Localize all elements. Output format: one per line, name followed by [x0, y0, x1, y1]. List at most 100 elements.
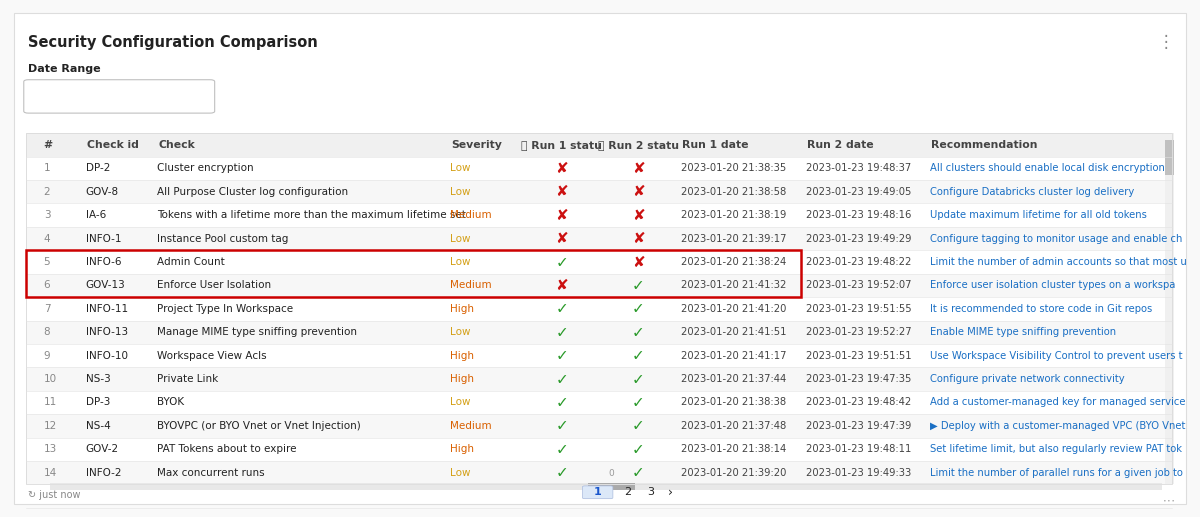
Text: Cluster encryption: Cluster encryption: [157, 163, 254, 173]
Text: 2023-01-23: 2023-01-23: [116, 92, 174, 101]
Text: ✓: ✓: [631, 465, 644, 480]
Text: ⚡: ⚡: [194, 92, 202, 101]
Text: 2023-01-20 21:38:38: 2023-01-20 21:38:38: [680, 398, 786, 407]
Text: Check: Check: [158, 140, 196, 150]
Text: Manage MIME type sniffing prevention: Manage MIME type sniffing prevention: [157, 327, 358, 337]
Text: #: #: [43, 140, 53, 150]
Text: 10: 10: [43, 374, 56, 384]
Text: 2023-01-23 19:51:51: 2023-01-23 19:51:51: [806, 351, 912, 361]
Text: ✓: ✓: [556, 301, 569, 316]
Text: ✓: ✓: [631, 372, 644, 387]
Text: DP-2: DP-2: [86, 163, 110, 173]
Text: 7: 7: [43, 304, 50, 314]
Text: ✘: ✘: [631, 231, 644, 246]
Text: 2023-01-23 19:51:55: 2023-01-23 19:51:55: [806, 304, 912, 314]
Text: ⓘ Run 2 statu: ⓘ Run 2 statu: [598, 140, 678, 150]
Text: ✘: ✘: [631, 161, 644, 176]
Text: Check id: Check id: [88, 140, 139, 150]
Text: ✘: ✘: [556, 184, 569, 199]
Text: Admin Count: Admin Count: [157, 257, 226, 267]
Text: 2023-01-23 19:47:39: 2023-01-23 19:47:39: [806, 421, 912, 431]
Text: Low: Low: [450, 187, 470, 197]
Text: 2023-01-20 21:37:48: 2023-01-20 21:37:48: [680, 421, 786, 431]
Text: ✓: ✓: [556, 325, 569, 340]
Text: GOV-8: GOV-8: [86, 187, 119, 197]
Text: ⋮: ⋮: [1157, 33, 1174, 51]
Bar: [26, 133, 1171, 157]
Bar: [26, 321, 1171, 344]
Text: PAT Tokens about to expire: PAT Tokens about to expire: [157, 444, 296, 454]
Text: Configure Databricks cluster log delivery: Configure Databricks cluster log deliver…: [930, 187, 1134, 197]
Text: Low: Low: [450, 327, 470, 337]
Text: IA-6: IA-6: [86, 210, 106, 220]
Text: Instance Pool custom tag: Instance Pool custom tag: [157, 234, 289, 244]
Text: Run 2 date: Run 2 date: [808, 140, 874, 150]
Text: 2023-01-20 21:38:19: 2023-01-20 21:38:19: [680, 210, 786, 220]
Text: ⓘ Run 1 statu: ⓘ Run 1 statu: [522, 140, 602, 150]
Bar: [26, 157, 1171, 180]
Text: Low: Low: [450, 398, 470, 407]
Text: ⋮: ⋮: [1158, 489, 1171, 501]
Bar: [26, 414, 1171, 437]
Text: Security Configuration Comparison: Security Configuration Comparison: [29, 35, 318, 50]
Bar: [26, 180, 1171, 204]
Text: 2023-01-20 21:38:58: 2023-01-20 21:38:58: [680, 187, 786, 197]
Bar: [26, 227, 1171, 250]
Text: 4: 4: [43, 234, 50, 244]
Text: 8: 8: [43, 327, 50, 337]
Text: 2023-01-20 21:38:35: 2023-01-20 21:38:35: [680, 163, 786, 173]
Text: INFO-13: INFO-13: [86, 327, 128, 337]
Bar: [588, 483, 635, 490]
Text: GOV-13: GOV-13: [86, 280, 126, 291]
Bar: [26, 368, 1171, 391]
Text: 2023-01-23 19:49:05: 2023-01-23 19:49:05: [806, 187, 912, 197]
Text: ↻ just now: ↻ just now: [29, 490, 80, 500]
Bar: [26, 344, 1171, 368]
Text: Medium: Medium: [450, 210, 492, 220]
Bar: [26, 133, 1171, 484]
Bar: [49, 483, 1162, 490]
Text: Low: Low: [450, 234, 470, 244]
Text: INFO-1: INFO-1: [86, 234, 121, 244]
Text: ✓: ✓: [631, 325, 644, 340]
Text: Enable MIME type sniffing prevention: Enable MIME type sniffing prevention: [930, 327, 1116, 337]
Text: High: High: [450, 304, 474, 314]
Text: 14: 14: [43, 468, 56, 478]
Text: 2023-01-20 21:39:20: 2023-01-20 21:39:20: [680, 468, 786, 478]
Text: 2023-01-23 19:48:22: 2023-01-23 19:48:22: [806, 257, 912, 267]
Text: 3: 3: [43, 210, 50, 220]
Text: ✘: ✘: [556, 278, 569, 293]
Text: Low: Low: [450, 257, 470, 267]
Text: Limit the number of parallel runs for a given job to: Limit the number of parallel runs for a …: [930, 468, 1183, 478]
Text: 9: 9: [43, 351, 50, 361]
Text: 5: 5: [43, 257, 50, 267]
Text: Configure private network connectivity: Configure private network connectivity: [930, 374, 1124, 384]
Text: All clusters should enable local disk encryption: All clusters should enable local disk en…: [930, 163, 1165, 173]
Text: ✘: ✘: [631, 184, 644, 199]
Text: Configure tagging to monitor usage and enable ch: Configure tagging to monitor usage and e…: [930, 234, 1183, 244]
Text: High: High: [450, 374, 474, 384]
Text: 2023-01-23 19:48:16: 2023-01-23 19:48:16: [806, 210, 912, 220]
Text: Workspace View Acls: Workspace View Acls: [157, 351, 266, 361]
Text: Medium: Medium: [450, 421, 492, 431]
Text: ✓: ✓: [556, 395, 569, 410]
Text: All Purpose Cluster log configuration: All Purpose Cluster log configuration: [157, 187, 348, 197]
Text: Set lifetime limit, but also regularly review PAT tok: Set lifetime limit, but also regularly r…: [930, 444, 1182, 454]
Text: 2023-01-20: 2023-01-20: [36, 92, 94, 101]
Text: Severity: Severity: [451, 140, 502, 150]
Text: Private Link: Private Link: [157, 374, 218, 384]
Text: ✘: ✘: [631, 254, 644, 269]
Bar: [26, 273, 1171, 297]
Bar: [26, 297, 1171, 321]
Bar: [26, 461, 1171, 484]
Text: 2023-01-23 19:48:42: 2023-01-23 19:48:42: [806, 398, 911, 407]
Text: 2023-01-23 19:48:11: 2023-01-23 19:48:11: [806, 444, 912, 454]
Bar: [1164, 133, 1174, 484]
Text: ✓: ✓: [631, 348, 644, 363]
Text: ›: ›: [667, 486, 673, 499]
Text: 2023-01-23 19:48:37: 2023-01-23 19:48:37: [806, 163, 911, 173]
Text: Run 1 date: Run 1 date: [682, 140, 749, 150]
Text: 2023-01-23 19:52:07: 2023-01-23 19:52:07: [806, 280, 912, 291]
Bar: [26, 250, 802, 297]
Text: BYOVPC (or BYO Vnet or Vnet Injection): BYOVPC (or BYO Vnet or Vnet Injection): [157, 421, 361, 431]
